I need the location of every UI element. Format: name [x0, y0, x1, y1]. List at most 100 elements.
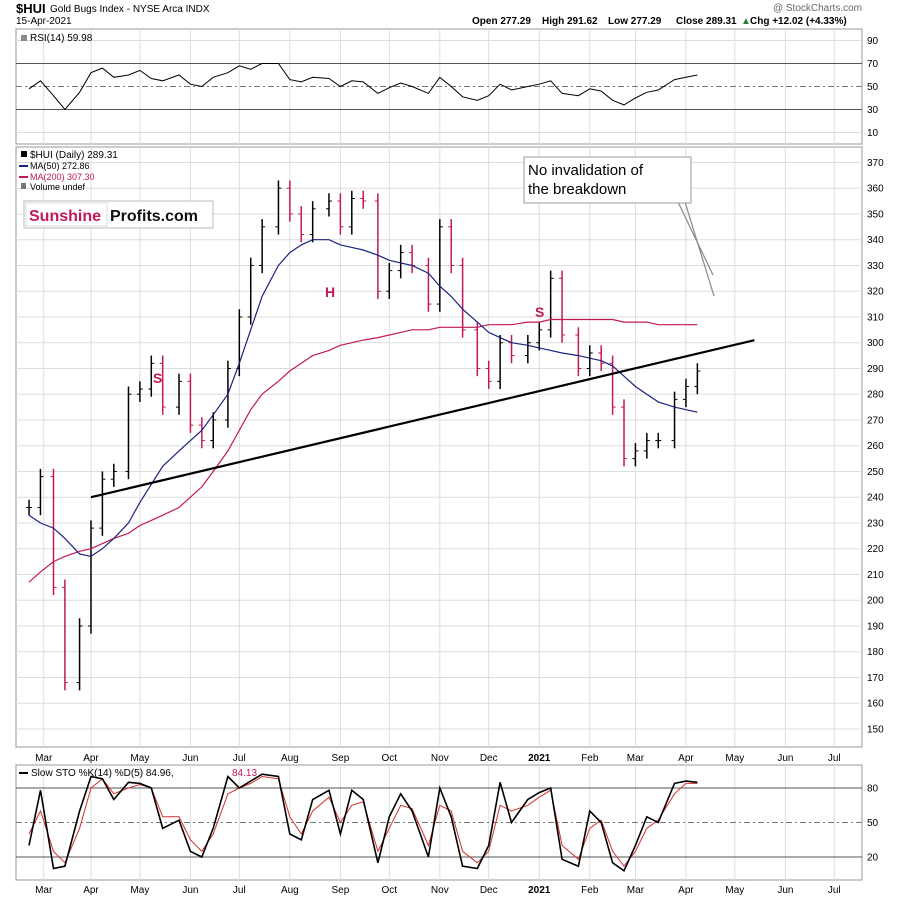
ma200-line	[28, 318, 698, 583]
x-tick-label: Jun	[182, 753, 198, 764]
price-tick-label: 290	[867, 364, 884, 375]
hs-right-shoulder: S	[535, 304, 544, 320]
x-tick-label: Sep	[331, 753, 349, 764]
chart-date: 15-Apr-2021	[16, 16, 72, 27]
price-tick-label: 270	[867, 415, 884, 426]
annotation-line-2: the breakdown	[528, 181, 626, 198]
low-value: Low 277.29	[608, 16, 662, 27]
legend-ma200: MA(200) 307.30	[30, 172, 95, 182]
x-tick-label-bottom: Jul	[233, 885, 246, 896]
watermark: @ StockCharts.com	[773, 3, 862, 14]
x-tick-label-bottom: Jul	[828, 885, 841, 896]
price-tick-label: 240	[867, 493, 884, 504]
price-tick-label: 160	[867, 699, 884, 710]
high-value: High 291.62	[542, 16, 598, 27]
price-tick-label: 370	[867, 158, 884, 169]
x-tick-label-bottom: May	[725, 885, 744, 896]
change-arrow: ▲	[741, 16, 751, 27]
x-tick-label: May	[130, 753, 149, 764]
callout-pointer-1	[677, 201, 714, 276]
x-tick-label: Dec	[480, 753, 498, 764]
x-tick-label: Jul	[233, 753, 246, 764]
price-tick-label: 350	[867, 209, 884, 220]
price-tick-label: 180	[867, 647, 884, 658]
sto-tick-label: 50	[867, 818, 879, 829]
x-tick-label: Mar	[627, 753, 645, 764]
sto-label: Slow STO %K(14) %D(5) 84.96,	[31, 768, 174, 779]
legend-ma50: MA(50) 272.86	[30, 161, 90, 171]
price-tick-label: 360	[867, 184, 884, 195]
price-tick-label: 170	[867, 673, 884, 684]
neckline-trendline	[90, 339, 755, 499]
sto-tick-label: 80	[867, 784, 879, 795]
annotation-line-1: No invalidation of	[528, 162, 644, 179]
open-value: Open 277.29	[472, 16, 531, 27]
price-tick-label: 250	[867, 467, 884, 478]
x-tick-label-bottom: Dec	[480, 885, 498, 896]
annotation-callout: No invalidation of the breakdown	[523, 156, 715, 297]
x-tick-label-bottom: Apr	[83, 885, 99, 896]
ohlc-readout: Open 277.29 High 291.62 Low 277.29 Close…	[472, 16, 847, 27]
x-tick-label: Feb	[581, 753, 599, 764]
rsi-plot	[28, 63, 698, 111]
x-tick-label-bottom: Mar	[627, 885, 645, 896]
x-tick-label-bottom: Mar	[35, 885, 53, 896]
logo-part-sunshine: Sunshine	[29, 208, 101, 225]
x-tick-label: Aug	[281, 753, 299, 764]
x-tick-label-bottom: Aug	[281, 885, 299, 896]
x-tick-label-bottom: Apr	[678, 885, 694, 896]
axes: Mar Mar Apr Apr May May Jun Jun Jul Jul Aug Aug Sep S…	[35, 36, 884, 896]
rsi-label: RSI(14) 59.98	[30, 33, 93, 44]
legend-price: $HUI (Daily) 289.31	[30, 150, 118, 161]
rsi-tick-label: 10	[867, 128, 879, 139]
price-plot	[26, 180, 755, 691]
x-tick-label-bottom: Oct	[382, 885, 398, 896]
price-tick-label: 300	[867, 338, 884, 349]
callout-pointer-2	[684, 201, 715, 297]
x-tick-label-bottom: 2021	[528, 885, 551, 896]
price-tick-label: 210	[867, 570, 884, 581]
rsi-tick-label: 70	[867, 59, 879, 70]
price-tick-label: 260	[867, 441, 884, 452]
rsi-legend: RSI(14) 59.98	[21, 33, 93, 44]
sto-plot	[28, 773, 698, 873]
x-tick-label-bottom: May	[130, 885, 149, 896]
price-tick-label: 310	[867, 312, 884, 323]
x-tick-label: Nov	[431, 753, 449, 764]
legend-volume: Volume undef	[30, 182, 86, 192]
x-tick-label: Mar	[35, 753, 53, 764]
sto-tick-label: 20	[867, 853, 879, 864]
change-value: Chg +12.02 (+4.33%)	[750, 16, 847, 27]
x-tick-label-bottom: Sep	[331, 885, 349, 896]
price-panel	[15, 146, 863, 748]
price-tick-label: 190	[867, 621, 884, 632]
x-tick-label: Oct	[382, 753, 398, 764]
price-tick-label: 230	[867, 518, 884, 529]
ma50-line	[28, 239, 698, 558]
x-tick-label-bottom: Jun	[182, 885, 198, 896]
x-tick-label: Jun	[777, 753, 793, 764]
symbol-title: $HUI	[16, 1, 46, 16]
price-tick-label: 220	[867, 544, 884, 555]
index-name: Gold Bugs Index - NYSE Arca INDX	[50, 4, 210, 15]
price-tick-label: 330	[867, 261, 884, 272]
rsi-line	[28, 63, 698, 111]
x-tick-label: 2021	[528, 753, 551, 764]
x-tick-label: Apr	[678, 753, 694, 764]
price-tick-label: 150	[867, 724, 884, 735]
sto-label-d: 84.13	[232, 768, 257, 779]
rsi-tick-label: 50	[867, 82, 879, 93]
price-tick-label: 280	[867, 390, 884, 401]
sunshine-profits-logo: Sunshine Profits.com	[23, 200, 214, 229]
hs-left-shoulder: S	[153, 370, 162, 386]
x-tick-label: Apr	[83, 753, 99, 764]
head-shoulders-labels: S H S	[153, 284, 544, 386]
logo-part-profits: Profits.com	[110, 208, 198, 225]
sto-k-line	[28, 773, 698, 873]
price-tick-label: 320	[867, 287, 884, 298]
close-value: Close 289.31	[676, 16, 737, 27]
legend-swatch-volume	[21, 183, 26, 189]
legend-swatch-price	[21, 151, 27, 157]
x-tick-label: May	[725, 753, 744, 764]
